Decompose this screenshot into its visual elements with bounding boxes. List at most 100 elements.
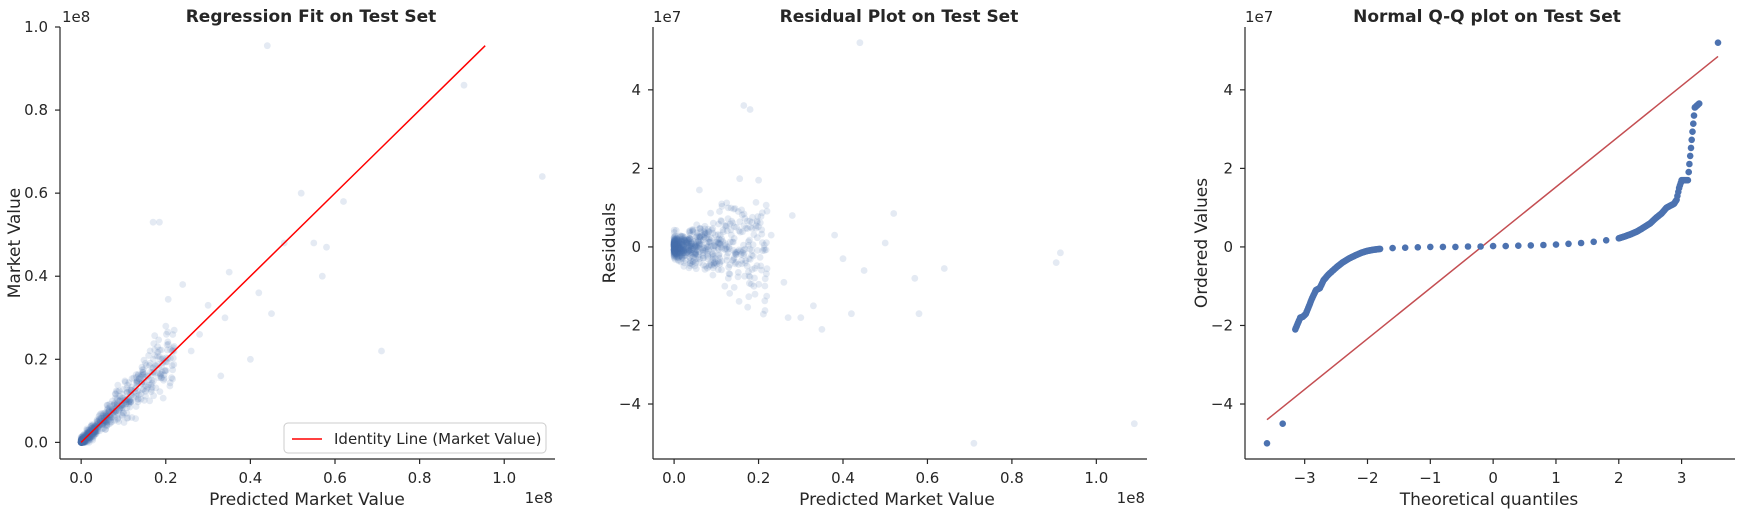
data-point xyxy=(79,435,87,443)
data-point xyxy=(1052,259,1060,266)
data-point xyxy=(680,247,688,255)
data-point xyxy=(761,275,769,283)
qq-point xyxy=(1279,420,1286,428)
data-point xyxy=(124,381,131,389)
data-point xyxy=(831,231,838,239)
data-point xyxy=(699,236,707,244)
data-point xyxy=(104,401,111,409)
data-point xyxy=(670,248,678,256)
qq-point xyxy=(1695,100,1703,107)
data-point xyxy=(109,405,117,413)
data-point xyxy=(168,374,176,382)
data-point xyxy=(691,243,699,251)
data-point xyxy=(689,226,696,233)
data-point xyxy=(673,237,680,245)
data-point xyxy=(89,436,97,444)
data-point xyxy=(683,236,690,244)
data-point xyxy=(102,426,109,433)
data-point xyxy=(719,228,727,236)
data-point xyxy=(115,387,123,395)
data-point xyxy=(716,239,723,247)
data-point xyxy=(676,249,683,257)
data-point xyxy=(970,439,978,447)
data-point xyxy=(723,252,731,260)
data-point xyxy=(730,205,738,213)
data-point xyxy=(674,236,681,244)
data-point xyxy=(139,368,147,376)
data-point xyxy=(133,390,141,397)
data-point xyxy=(679,245,687,253)
data-point xyxy=(670,242,678,250)
regression-legend: Identity Line (Market Value) xyxy=(283,422,547,454)
x-tick-label: 0.8 xyxy=(408,469,432,487)
data-point xyxy=(678,253,686,261)
data-point xyxy=(673,235,681,242)
data-point xyxy=(79,435,86,443)
data-point xyxy=(723,246,731,254)
data-point xyxy=(78,439,86,446)
regression-x-axis-label: Predicted Market Value xyxy=(209,490,405,510)
data-point xyxy=(696,234,704,242)
data-point xyxy=(718,257,726,265)
data-point xyxy=(670,242,678,250)
data-point xyxy=(704,225,712,233)
data-point xyxy=(142,387,149,395)
qq-point xyxy=(1439,243,1447,251)
data-point xyxy=(686,242,693,249)
data-point xyxy=(151,332,159,340)
data-point xyxy=(689,261,696,268)
data-point xyxy=(115,407,123,414)
data-point xyxy=(672,235,679,243)
data-point xyxy=(114,414,122,422)
data-point xyxy=(723,243,731,251)
data-point xyxy=(94,424,101,431)
data-point xyxy=(696,241,703,249)
data-point xyxy=(748,251,756,259)
data-point xyxy=(670,239,678,247)
data-point xyxy=(538,173,546,180)
data-point xyxy=(674,244,681,252)
data-point xyxy=(699,254,707,262)
data-point xyxy=(670,250,678,258)
data-point xyxy=(737,251,745,258)
data-point xyxy=(671,240,678,248)
qq-point xyxy=(1263,440,1271,447)
data-point xyxy=(156,353,163,360)
data-point xyxy=(700,244,707,252)
data-point xyxy=(673,248,680,256)
data-point xyxy=(673,248,681,256)
data-point xyxy=(670,237,678,245)
data-point xyxy=(701,225,709,233)
data-point xyxy=(670,239,678,247)
data-point xyxy=(132,403,140,410)
data-point xyxy=(167,346,175,354)
data-point xyxy=(670,236,678,244)
data-point xyxy=(671,238,678,246)
data-point xyxy=(154,352,161,360)
data-point xyxy=(699,252,707,259)
data-point xyxy=(78,436,85,444)
data-point xyxy=(746,256,754,263)
data-point xyxy=(77,437,85,444)
data-point xyxy=(671,245,679,253)
data-point xyxy=(696,186,703,194)
data-point xyxy=(77,437,85,444)
data-point xyxy=(728,231,735,239)
data-point xyxy=(748,247,756,254)
data-point xyxy=(148,386,155,393)
data-point xyxy=(77,433,85,441)
data-point xyxy=(93,421,101,428)
data-point xyxy=(145,352,153,359)
data-point xyxy=(158,374,165,382)
data-point xyxy=(673,239,680,247)
regression-y-ticks: 0.0 0.2 0.4 0.6 0.8 1.0 xyxy=(24,18,60,451)
data-point xyxy=(79,435,87,442)
data-point xyxy=(675,237,682,245)
data-point xyxy=(730,284,738,291)
data-point xyxy=(157,346,165,354)
data-point xyxy=(134,395,142,403)
data-point xyxy=(740,251,747,259)
data-point xyxy=(674,238,682,246)
data-point xyxy=(672,250,679,257)
data-point xyxy=(675,257,682,265)
